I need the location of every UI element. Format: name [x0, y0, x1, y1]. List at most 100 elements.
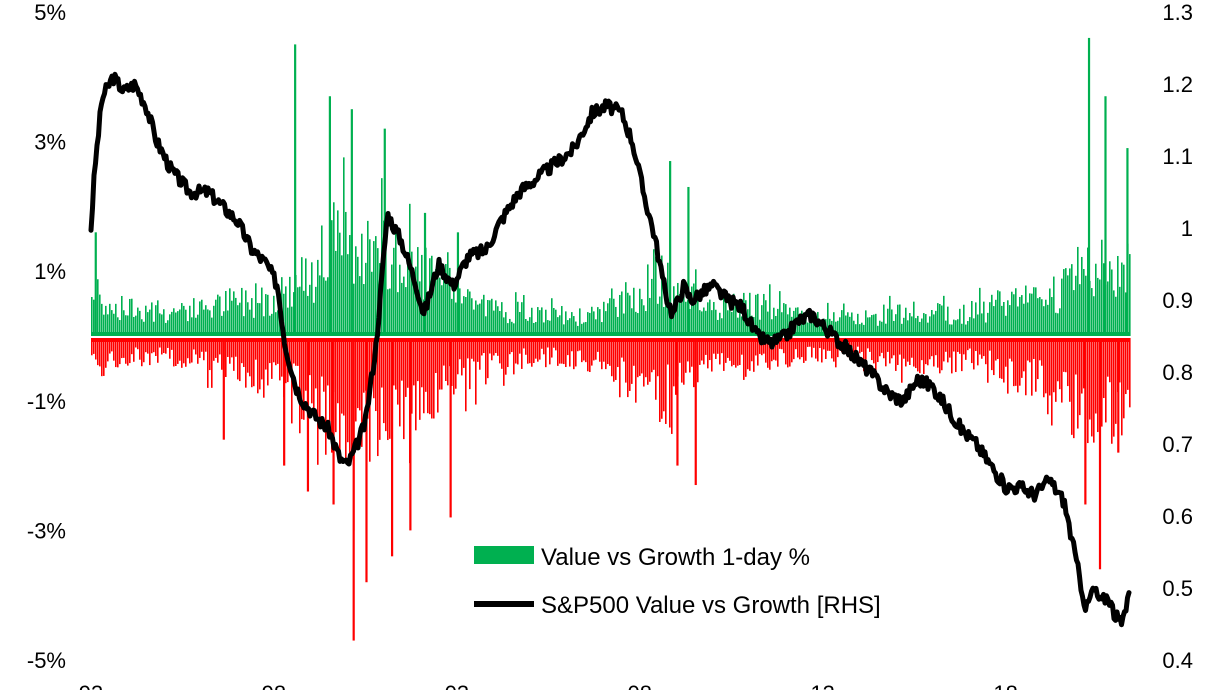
bar-positive — [391, 264, 393, 336]
bar-negative — [737, 338, 739, 366]
bar-negative — [99, 338, 101, 367]
bar-negative — [929, 338, 931, 360]
bar-positive — [123, 310, 125, 336]
bar-negative — [909, 338, 911, 365]
bar-positive — [1027, 302, 1029, 336]
bar-positive — [955, 320, 957, 336]
bar-negative — [673, 338, 675, 387]
bar-negative — [319, 338, 321, 428]
bar-positive — [589, 312, 591, 336]
bar-negative — [1067, 338, 1069, 387]
bar-spike-positive — [94, 232, 97, 336]
bar-positive — [643, 305, 645, 336]
bar-negative — [407, 338, 409, 388]
bar-positive — [105, 305, 107, 336]
bar-negative — [769, 338, 771, 370]
bar-negative — [1041, 338, 1043, 366]
bar-positive — [1063, 269, 1065, 336]
bar-negative — [745, 338, 747, 377]
bar-negative — [931, 338, 933, 357]
legend: Value vs Growth 1-day % S&P500 Value vs … — [474, 544, 881, 619]
bar-positive — [301, 257, 303, 336]
bar-positive — [111, 310, 113, 336]
bar-positive — [399, 264, 401, 336]
bar-negative — [709, 338, 711, 361]
bar-negative — [181, 338, 183, 368]
bar-positive — [263, 316, 265, 336]
bar-positive — [991, 294, 993, 336]
bar-positive — [493, 310, 495, 336]
bar-positive — [465, 297, 467, 336]
bar-positive — [1001, 305, 1003, 336]
bar-positive — [103, 314, 105, 336]
bar-negative — [479, 338, 481, 370]
bar-negative — [1081, 338, 1083, 394]
bar-positive — [769, 284, 771, 336]
bar-negative — [1009, 338, 1011, 359]
bar-positive — [775, 315, 777, 336]
bar-negative — [293, 338, 295, 364]
bar-negative — [327, 338, 329, 386]
bar-negative — [381, 338, 383, 388]
bar-negative — [637, 338, 639, 378]
bar-positive — [717, 319, 719, 336]
bar-negative — [733, 338, 735, 365]
bar-negative — [303, 338, 305, 420]
bar-negative — [633, 338, 635, 366]
bar-positive — [277, 310, 279, 336]
bar-positive — [723, 297, 725, 336]
bar-negative — [529, 338, 531, 364]
bar-positive — [171, 311, 173, 336]
bar-positive — [715, 309, 717, 336]
bar-negative — [635, 338, 637, 403]
bar-positive — [619, 294, 621, 336]
bar-positive — [459, 288, 461, 336]
bar-negative — [889, 338, 891, 364]
bar-negative — [355, 338, 357, 422]
bar-negative — [793, 338, 795, 360]
bar-negative — [651, 338, 653, 373]
bar-negative — [621, 338, 623, 358]
bar-positive — [635, 311, 637, 336]
bar-negative — [831, 338, 833, 359]
bar-negative — [161, 338, 163, 355]
bar-negative — [247, 338, 249, 373]
bar-positive — [341, 255, 343, 336]
bar-negative — [277, 338, 279, 364]
bar-negative — [997, 338, 999, 360]
bar-negative — [451, 338, 453, 386]
left-tick-label: -1% — [27, 389, 66, 414]
bar-positive — [211, 317, 213, 336]
bar-negative — [961, 338, 963, 372]
bar-negative — [933, 338, 935, 367]
bar-negative — [485, 338, 487, 385]
bar-negative — [403, 338, 405, 440]
bar-negative — [659, 338, 661, 422]
bar-spike-negative — [694, 338, 697, 486]
bar-positive — [119, 320, 121, 336]
bar-negative — [983, 338, 985, 357]
bar-negative — [279, 338, 281, 381]
bar-positive — [507, 323, 509, 336]
right-tick-label: 0.7 — [1162, 432, 1193, 457]
bar-positive — [897, 304, 899, 336]
bar-positive — [407, 259, 409, 336]
bar-negative — [225, 338, 227, 377]
right-axis: 1.3 1.2 1.1 1 0.9 0.8 0.7 0.6 0.5 0.4 — [1162, 0, 1193, 673]
bar-negative — [803, 338, 805, 363]
bar-negative — [825, 338, 827, 359]
bar-positive — [859, 324, 861, 336]
bar-positive — [533, 322, 535, 336]
bar-negative — [681, 338, 683, 383]
bar-positive — [871, 315, 873, 336]
bar-positive — [287, 307, 289, 336]
bar-negative — [699, 338, 701, 365]
bar-negative — [347, 338, 349, 443]
bar-positive — [1101, 239, 1103, 336]
bar-positive — [1123, 264, 1125, 336]
bar-negative — [727, 338, 729, 358]
bar-positive — [889, 295, 891, 336]
bar-negative — [879, 338, 881, 357]
bar-negative — [1043, 338, 1045, 398]
bar-negative — [155, 338, 157, 356]
